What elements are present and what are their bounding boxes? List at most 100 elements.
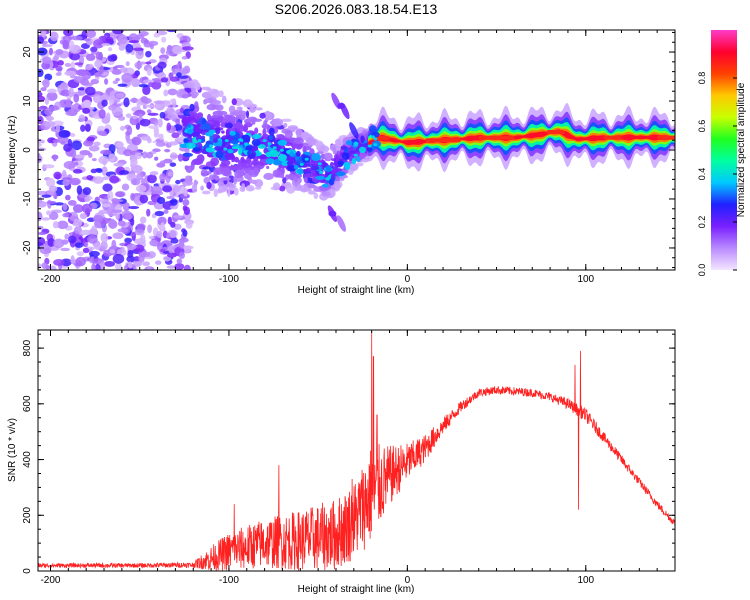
spectrogram-blob [227,148,234,154]
spectrogram-blob [307,190,316,195]
spectrogram-blob [228,175,235,184]
spectrogram-blob [247,150,252,156]
spectrogram-blob [92,93,103,104]
spectrogram-blob [272,169,282,178]
spectrogram-blob [332,146,336,155]
spectrogram-blob [148,125,159,129]
spectrogram-peak [603,135,622,140]
spectrogram-blob [155,260,162,265]
spectrogram-blob [236,106,243,110]
spectrogram-blob [111,68,122,75]
spectrogram-blob [337,150,341,156]
spectrogram-blob [139,194,149,204]
spectrogram-blob [282,177,287,184]
spectrogram-blob [111,197,119,204]
spectrogram-blob [126,255,136,263]
spectrogram-blob [209,135,214,143]
spectrogram-blob [293,137,305,145]
bottom-x-axis: -200 -100 0 100 [40,330,676,586]
spectrogram-blob [38,47,48,56]
spectrogram-blob [93,141,101,147]
spectrogram-blob [159,111,166,119]
spectrogram-blob [169,230,177,238]
y-tick-label: 20 [22,46,33,58]
spectrogram-blob [245,185,255,192]
spectrogram-blob [68,235,77,244]
spectrogram-blob [86,174,94,181]
spectrogram-blob [251,104,258,108]
spectrogram-point [82,107,91,114]
y-tick-label: 0 [22,568,33,574]
spectrogram-blob [200,169,208,177]
spectrogram-blob [94,72,101,78]
spectrogram-blob [99,65,104,75]
spectrogram-blob [102,203,111,208]
spectrogram-blob [109,249,116,254]
spectrogram-blob [55,124,61,133]
spectrogram-blob [123,149,133,157]
spectrogram-blob [89,250,100,257]
spectrogram-blob [49,265,57,270]
x-tick-label: 100 [577,274,594,285]
spectrogram-blob [253,167,260,176]
spectrogram-blob [115,92,125,99]
spectrogram-blob [153,120,159,127]
spectrogram-blob [211,100,222,105]
spectrogram-blob [314,188,320,192]
spectrogram-blob [135,201,142,206]
spectrogram-blob [101,43,111,47]
spectrogram-blob [230,117,239,122]
spectrogram-blob [175,118,180,126]
spectrogram-blob [73,76,86,84]
spectrogram-blob [138,113,143,119]
spectrogram-blob [90,225,98,236]
spectrogram-blob [177,153,184,162]
spectrogram-blob [169,205,178,210]
spectrogram-blob [181,46,194,51]
spectrogram-blob [242,101,246,105]
spectrogram-blob [166,252,177,258]
spectrogram-blob [80,124,86,132]
spectrogram-blob [68,40,75,51]
spectrogram-blob [189,103,195,112]
spectrogram-blob [255,150,260,154]
spectrogram-blob [306,138,317,146]
spectrogram-blob [168,245,174,254]
spectrogram-blob [64,70,77,77]
spectrogram-blob [145,104,156,108]
spectrogram-blob [193,117,198,124]
spectrogram-blob [170,238,179,244]
y-tick-label: -20 [22,240,33,255]
spectrogram-blob [182,117,194,122]
top-y-axis: -20 -10 0 10 20 [22,31,675,269]
spectrogram-blob [234,156,239,163]
spectrogram-blob [208,98,213,104]
spectrogram-blob [299,184,309,193]
spectrogram-blob [311,153,322,162]
spectrogram-blob [345,140,353,146]
spectrogram-blob [68,87,74,98]
spectrogram-blob [234,169,244,179]
spectrogram-blob [83,140,94,147]
spectrogram-blob [239,171,246,176]
spectrogram-blob [218,90,224,98]
spectrogram-peak [657,135,675,140]
spectrogram-blob [272,182,281,191]
spectrogram-blob [63,30,74,37]
spectrogram-blob [320,153,325,160]
spectrogram-blob [229,184,237,189]
spectrogram-blob [363,142,369,148]
spectrogram-blob [139,234,146,243]
spectrogram-blob [148,59,157,64]
spectrogram-blob [157,61,167,69]
spectrogram-blob [142,85,151,96]
y-tick-label: 200 [22,506,33,523]
spectrogram-blob [38,190,48,196]
spectrogram-blob [262,128,267,137]
spectrogram-blob [67,199,77,206]
spectrogram-blob [208,129,216,134]
spectrogram-blob [257,144,266,149]
spectrogram-blob [92,176,104,184]
spectrogram-blob [304,157,309,161]
spectrogram-blob [303,176,308,183]
